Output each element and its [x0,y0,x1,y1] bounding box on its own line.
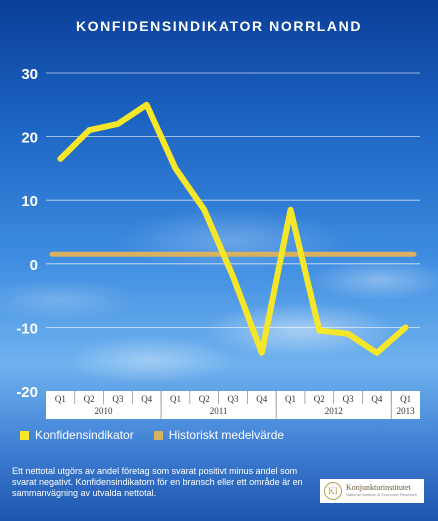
x-axis-band [46,391,420,419]
legend-label-konfidensindikator: Konfidensindikator [35,428,134,442]
x-tick-label-7: Q4 [256,394,267,404]
x-tick-label-8: Q1 [285,394,296,404]
logo-text: Konjunkturinstitutet National Institute … [346,484,417,498]
x-tick-label-12: Q1 [400,394,411,404]
footnote: Ett nettotal utgörs av andel företag som… [12,466,303,498]
data-point-9 [318,330,320,332]
y-tick-label-10: 10 [21,193,38,210]
x-tick-label-1: Q2 [84,394,95,404]
data-point-1 [88,129,90,131]
x-tick-label-10: Q3 [343,394,354,404]
konjunkturinstitutet-logo: KI Konjunkturinstitutet National Institu… [320,479,424,503]
legend-item-historiskt-medelvarde: Historiskt medelvärde [153,428,285,442]
legend-label-historiskt-medelvarde: Historiskt medelvärde [168,428,285,442]
x-tick-label-11: Q4 [371,394,382,404]
series-line-konfidensindikator [57,101,409,356]
x-tick-label-3: Q4 [141,394,152,404]
x-tick-label-5: Q2 [199,394,210,404]
x-tick-label-6: Q3 [228,394,239,404]
year-label-2012: 2012 [325,406,343,416]
data-point-4 [174,167,176,169]
y-tick-label-20: 20 [21,130,38,147]
data-point-8 [290,209,292,211]
logo-name: Konjunkturinstitutet [346,483,411,492]
year-label-2010: 2010 [95,406,114,416]
y-tick-label--10: -10 [16,320,38,337]
x-tick-label-9: Q2 [314,394,325,404]
data-point-0 [59,158,61,160]
logo-subtitle: National Institute of Economic Research [346,492,418,497]
data-point-2 [117,123,119,125]
year-label-2011: 2011 [210,406,228,416]
data-point-3 [146,104,148,106]
x-tick-label-0: Q1 [55,394,66,404]
y-tick-label--20: -20 [16,384,38,401]
ki-seal-icon: KI [324,482,342,500]
data-point-7 [261,352,263,354]
y-tick-label-0: 0 [30,257,38,274]
legend: Konfidensindikator Historiskt medelvärde [20,428,304,442]
x-tick-label-4: Q1 [170,394,181,404]
legend-item-konfidensindikator: Konfidensindikator [20,428,134,442]
x-tick-label-2: Q3 [112,394,123,404]
data-point-10 [347,333,349,335]
data-point-5 [203,209,205,211]
year-label-2013: 2013 [397,406,416,416]
legend-swatch-konfidensindikator [20,430,29,440]
chart-title: KONFIDENSINDIKATOR NORRLAND [75,18,363,34]
data-point-6 [232,276,234,278]
data-point-11 [376,352,378,354]
y-tick-label-30: 30 [21,66,38,83]
data-point-12 [405,326,407,328]
legend-swatch-historiskt-medelvarde [153,430,163,440]
